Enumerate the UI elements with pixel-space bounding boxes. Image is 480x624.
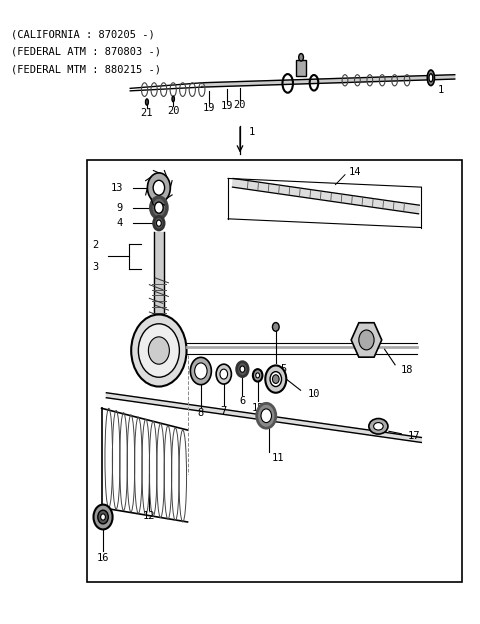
Text: (FEDERAL MTM : 880215 -): (FEDERAL MTM : 880215 -) <box>11 64 161 74</box>
Text: 1: 1 <box>249 127 255 137</box>
Text: 17: 17 <box>408 431 420 441</box>
Bar <box>296 61 306 76</box>
Ellipse shape <box>172 96 174 102</box>
Polygon shape <box>107 392 421 442</box>
Ellipse shape <box>369 419 388 434</box>
Circle shape <box>216 364 231 384</box>
Circle shape <box>273 323 279 331</box>
Polygon shape <box>232 178 420 214</box>
Text: (FEDERAL ATM : 870803 -): (FEDERAL ATM : 870803 -) <box>11 47 161 57</box>
Bar <box>87 160 462 582</box>
Circle shape <box>147 173 170 203</box>
Circle shape <box>273 375 279 383</box>
Polygon shape <box>202 75 455 87</box>
Circle shape <box>151 197 167 218</box>
Text: 16: 16 <box>97 553 109 563</box>
Circle shape <box>191 358 211 384</box>
Circle shape <box>270 372 281 386</box>
Ellipse shape <box>145 99 148 105</box>
Text: 20: 20 <box>167 105 180 115</box>
Text: 1: 1 <box>437 85 444 95</box>
Circle shape <box>156 220 161 227</box>
Text: 6: 6 <box>239 396 245 406</box>
Ellipse shape <box>373 422 383 430</box>
Circle shape <box>359 330 374 350</box>
Text: 5: 5 <box>281 364 287 374</box>
Circle shape <box>265 366 286 392</box>
Text: 11: 11 <box>272 453 285 463</box>
Text: 20: 20 <box>234 100 246 110</box>
Circle shape <box>101 514 106 520</box>
Text: 19: 19 <box>220 101 233 111</box>
Polygon shape <box>154 233 164 329</box>
Circle shape <box>261 409 272 422</box>
Circle shape <box>94 505 113 529</box>
Circle shape <box>237 362 248 377</box>
Text: 18: 18 <box>401 365 413 375</box>
Text: 13: 13 <box>110 183 123 193</box>
Text: 2: 2 <box>92 240 98 250</box>
Text: 14: 14 <box>348 167 361 177</box>
Circle shape <box>148 337 169 364</box>
Circle shape <box>195 363 207 379</box>
Circle shape <box>220 369 228 379</box>
Circle shape <box>155 202 163 213</box>
Circle shape <box>153 180 165 195</box>
Circle shape <box>98 510 108 524</box>
Text: 12: 12 <box>143 511 156 521</box>
Text: (CALIFORNIA : 870205 -): (CALIFORNIA : 870205 -) <box>11 29 155 39</box>
Text: 4: 4 <box>117 218 123 228</box>
Circle shape <box>253 369 263 382</box>
Circle shape <box>257 403 276 428</box>
Text: 7: 7 <box>221 406 227 416</box>
Circle shape <box>131 314 187 386</box>
Ellipse shape <box>429 74 433 82</box>
Text: 3: 3 <box>92 262 98 272</box>
Ellipse shape <box>427 70 434 85</box>
Ellipse shape <box>299 54 303 61</box>
Circle shape <box>256 373 260 378</box>
Circle shape <box>240 366 245 373</box>
Text: 21: 21 <box>141 108 153 118</box>
Circle shape <box>154 217 164 230</box>
Text: 15: 15 <box>252 402 264 412</box>
Text: 9: 9 <box>117 203 123 213</box>
Text: 8: 8 <box>198 408 204 418</box>
Circle shape <box>138 324 180 378</box>
Text: 10: 10 <box>307 389 320 399</box>
Text: 19: 19 <box>203 103 215 113</box>
